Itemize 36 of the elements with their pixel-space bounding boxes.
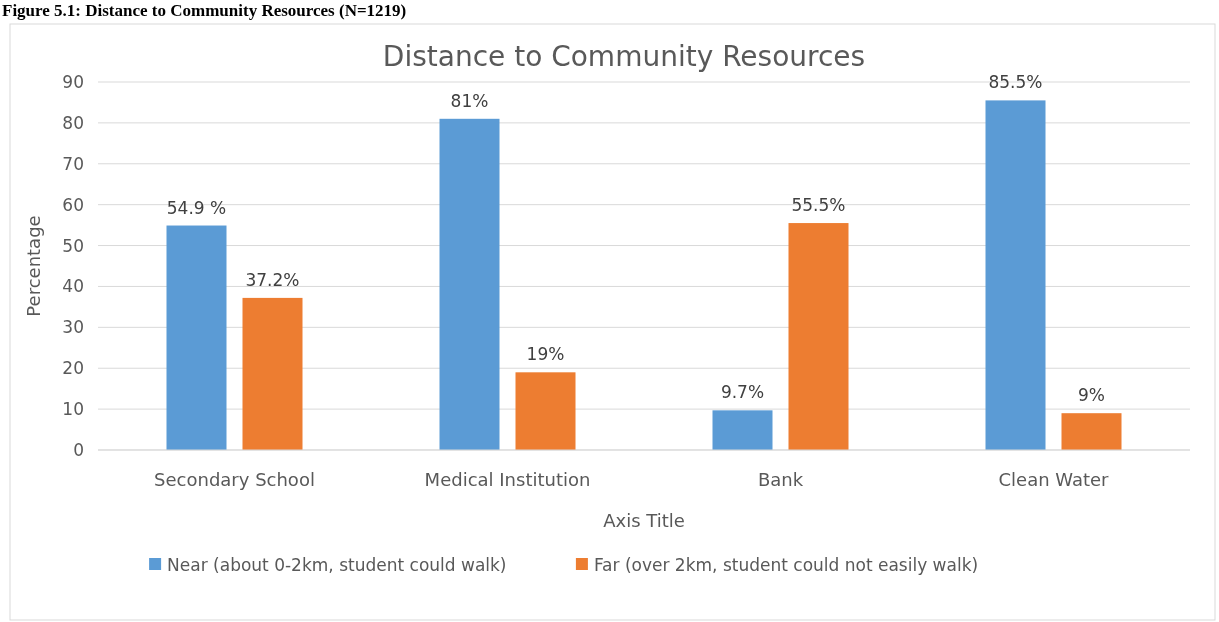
bar [166,225,227,450]
data-label: 55.5% [791,195,846,216]
y-tick-label: 0 [73,439,84,460]
data-label: 37.2% [245,269,300,290]
bar [439,118,500,450]
y-axis-title: Percentage [23,215,44,317]
legend-label: Far (over 2km, student could not easily walk) [593,554,979,575]
x-tick-label: Secondary School [154,469,315,490]
x-axis-title: Axis Title [603,510,685,531]
y-tick-label: 20 [62,358,84,379]
data-label: 9.7% [720,382,765,403]
y-tick-label: 30 [62,317,84,338]
y-tick-label: 10 [62,399,84,420]
y-tick-label: 50 [62,235,84,256]
data-label: 19% [526,344,565,365]
bar [712,410,773,450]
y-tick-label: 70 [62,153,84,174]
data-label: 9% [1078,385,1105,406]
x-tick-label: Medical Institution [424,469,591,490]
y-tick-label: 90 [62,71,84,92]
data-label: 85.5% [988,72,1043,93]
bar [1061,413,1122,450]
y-tick-label: 40 [62,276,84,297]
caption: Figure 5.1: Distance to Community Resources (N=1219) [2,1,407,20]
y-tick-label: 60 [62,194,84,215]
bar [242,297,303,450]
bar [788,223,849,450]
bar [515,372,576,450]
y-tick-label: 80 [62,112,84,133]
data-label: 54.9 % [166,197,227,218]
legend-label: Near (about 0-2km, student could walk) [167,554,507,575]
x-tick-label: Bank [757,469,804,490]
data-label: 81% [450,90,489,111]
x-tick-label: Clean Water [998,469,1110,490]
chart-title: Distance to Community Resources [382,40,866,73]
bar [985,100,1046,450]
